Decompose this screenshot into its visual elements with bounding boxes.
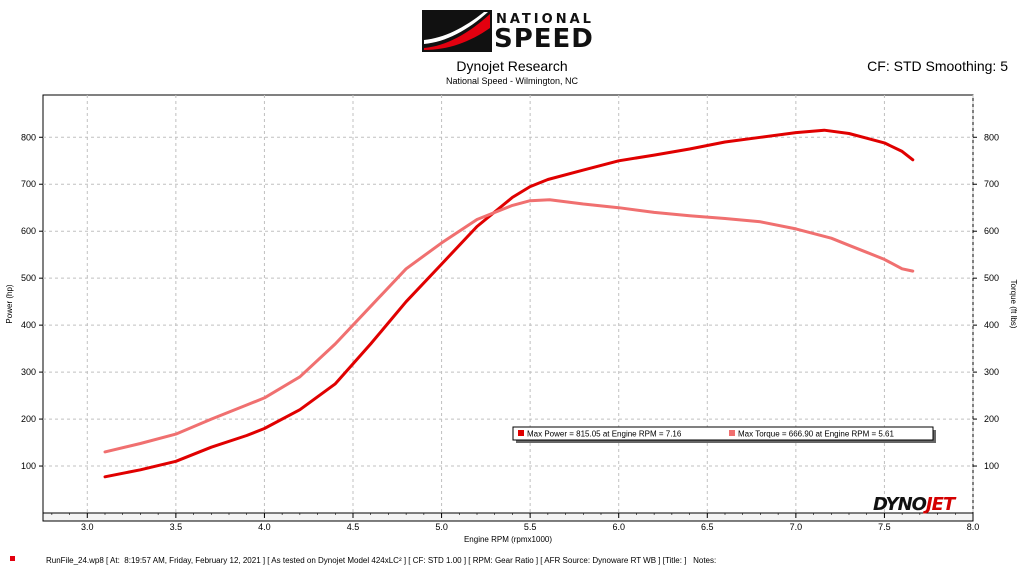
- y-tick-label-left: 300: [21, 367, 36, 377]
- x-tick-label: 8.0: [967, 522, 980, 532]
- logo-text-speed: SPEED: [494, 24, 594, 54]
- y-tick-label-right: 200: [984, 414, 999, 424]
- legend-power-swatch: [518, 430, 524, 436]
- x-tick-label: 6.5: [701, 522, 714, 532]
- y-axis-label-left: Power (hp): [5, 284, 14, 323]
- chart-title: Dynojet Research: [456, 58, 568, 74]
- y-tick-label-right: 300: [984, 367, 999, 377]
- y-tick-label-right: 700: [984, 179, 999, 189]
- y-tick-label-right: 800: [984, 132, 999, 142]
- power-series-line: [103, 128, 915, 479]
- x-tick-label: 3.5: [170, 522, 183, 532]
- x-tick-label: 7.5: [878, 522, 891, 532]
- y-tick-label-left: 200: [21, 414, 36, 424]
- torque-series-line: [103, 198, 915, 454]
- y-tick-label-left: 800: [21, 132, 36, 142]
- x-tick-label: 4.0: [258, 522, 271, 532]
- x-tick-label: 6.0: [612, 522, 625, 532]
- legend-torque-label: Max Torque = 666.90 at Engine RPM = 5.61: [738, 430, 895, 439]
- y-tick-label-right: 400: [984, 320, 999, 330]
- y-axis-label-right: Torque (ft lbs): [1009, 280, 1018, 329]
- cf-smoothing-label: CF: STD Smoothing: 5: [867, 58, 1008, 74]
- y-tick-label-left: 500: [21, 273, 36, 283]
- y-tick-label-left: 400: [21, 320, 36, 330]
- legend-torque-swatch: [729, 430, 735, 436]
- x-tick-label: 4.5: [347, 522, 360, 532]
- legend-power-label: Max Power = 815.05 at Engine RPM = 7.16: [527, 430, 682, 439]
- x-tick-label: 3.0: [81, 522, 94, 532]
- dynojet-logo-a: DYNO: [873, 494, 927, 515]
- plot-frame: [42, 94, 974, 514]
- y-tick-label-right: 100: [984, 461, 999, 471]
- run-file-footer: RunFile_24.wp8 [ At: 8:19:57 AM, Friday,…: [46, 556, 717, 565]
- dynojet-logo-b: JET: [925, 494, 955, 515]
- y-tick-label-right: 500: [984, 273, 999, 283]
- x-axis-strip: [42, 512, 974, 522]
- national-speed-logo: NATIONAL SPEED: [418, 8, 608, 54]
- x-tick-label: 5.0: [435, 522, 448, 532]
- footer-marker-icon: [10, 556, 15, 561]
- x-axis-label: Engine RPM (rpmx1000): [464, 535, 552, 544]
- chart-subtitle: National Speed - Wilmington, NC: [445, 76, 579, 86]
- logo-text-national: NATIONAL: [496, 12, 594, 27]
- y-tick-label-left: 600: [21, 226, 36, 236]
- logo-mark-icon: [422, 10, 492, 52]
- dynojet-logo: DYNOJET: [873, 494, 955, 515]
- y-tick-label-right: 600: [984, 226, 999, 236]
- y-tick-label-left: 100: [21, 461, 36, 471]
- y-tick-label-left: 700: [21, 179, 36, 189]
- legend-box: [512, 426, 934, 441]
- x-tick-label: 7.0: [790, 522, 803, 532]
- x-tick-label: 5.5: [524, 522, 537, 532]
